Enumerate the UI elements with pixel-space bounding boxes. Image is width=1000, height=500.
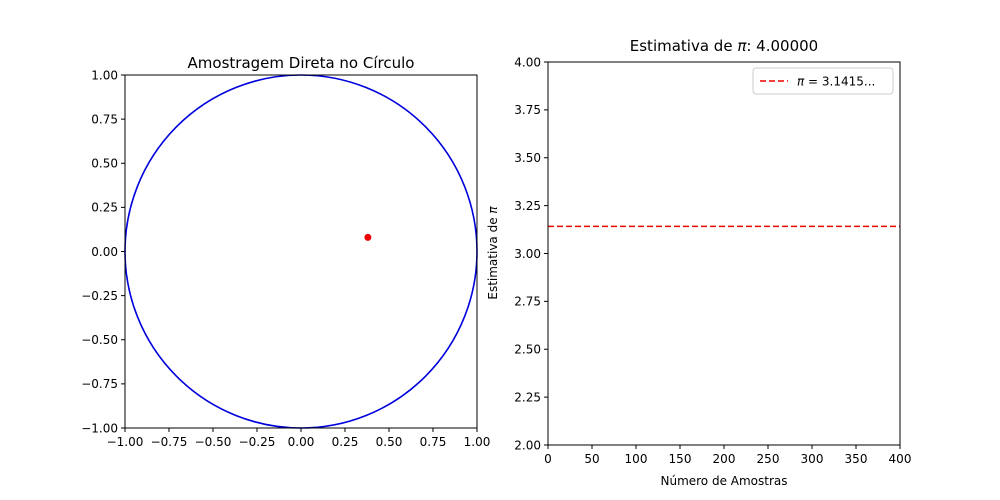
circle-plot-y-tick-label: 0.75 xyxy=(91,112,118,126)
pi-plot-x-tick-label: 100 xyxy=(625,452,648,466)
circle-plot-y-tick-label: 1.00 xyxy=(91,68,118,82)
pi-plot-y-tick-label: 4.00 xyxy=(514,55,541,69)
pi-plot-y-tick-label: 3.75 xyxy=(514,103,541,117)
circle-plot-x-ticks: −1.00 −0.75 −0.50 −0.25 0.00 0.25 0.50 0.75 1.00 xyxy=(107,428,491,449)
pi-plot-x-tick-label: 400 xyxy=(889,452,912,466)
legend-entry-symbol: π xyxy=(797,75,805,89)
pi-plot-x-tick-label: 250 xyxy=(757,452,780,466)
pi-plot-y-tick-label: 3.50 xyxy=(514,151,541,165)
circle-plot-y-tick-label: −1.00 xyxy=(81,421,118,435)
pi-plot-y-axis-label: Estimativa de π xyxy=(486,206,500,300)
pi-plot-y-axis-label-symbol: π xyxy=(486,206,500,214)
circle-plot-y-tick-label: −0.25 xyxy=(81,289,118,303)
circle-plot-x-tick-label: −1.00 xyxy=(107,435,144,449)
circle-plot-x-tick-label: 0.75 xyxy=(420,435,447,449)
circle-plot-y-ticks: −1.00 −0.75 −0.50 −0.25 0.00 0.25 0.50 0.75 1.00 xyxy=(81,68,125,435)
circle-sampling-plot: Amostragem Direta no Círculo −1.00 −0.75−… xyxy=(81,54,490,449)
pi-plot-x-tick-label: 50 xyxy=(584,452,599,466)
pi-plot-x-tick-label: 0 xyxy=(544,452,552,466)
circle-plot-x-tick-label: 0.25 xyxy=(332,435,359,449)
legend-box xyxy=(752,67,894,95)
pi-plot-x-ticks: 0 50 100 150 200 250 300 350 400 xyxy=(544,445,911,466)
pi-plot-title-suffix: : 4.00000 xyxy=(746,37,818,55)
circle-plot-x-tick-label: 0.00 xyxy=(288,435,315,449)
pi-estimate-plot: Estimativa de π: 4.00000 0 50 100 150 200 250… xyxy=(486,37,911,488)
pi-plot-x-axis-label: Número de Amostras xyxy=(660,474,787,488)
pi-plot-title-symbol: π xyxy=(737,37,747,55)
pi-plot-y-tick-label: 2.00 xyxy=(514,438,541,452)
pi-plot-y-tick-label: 2.75 xyxy=(514,295,541,309)
pi-plot-title-prefix: Estimativa de xyxy=(630,37,738,55)
pi-plot-y-ticks: 2.00 2.25 2.50 2.75 3.00 3.25 3.50 3.75 4.00 xyxy=(514,55,548,452)
circle-plot-x-tick-label: −0.50 xyxy=(195,435,232,449)
circle-plot-x-tick-label: −0.75 xyxy=(151,435,188,449)
pi-plot-x-tick-label: 350 xyxy=(845,452,868,466)
legend-entry-text: = 3.1415... xyxy=(804,75,875,89)
circle-plot-x-tick-label: 0.50 xyxy=(376,435,403,449)
sample-point xyxy=(364,233,372,241)
pi-plot-x-tick-label: 200 xyxy=(713,452,736,466)
circle-plot-y-tick-label: 0.25 xyxy=(91,201,118,215)
pi-plot-legend: π = 3.1415... xyxy=(752,67,894,95)
circle-plot-y-tick-label: 0.00 xyxy=(91,245,118,259)
pi-plot-y-tick-label: 3.00 xyxy=(514,247,541,261)
circle-plot-y-tick-label: 0.50 xyxy=(91,157,118,171)
circle-plot-y-tick-label: −0.75 xyxy=(81,377,118,391)
pi-plot-y-tick-label: 3.25 xyxy=(514,199,541,213)
circle-plot-x-tick-label: 1.00 xyxy=(464,435,491,449)
pi-plot-x-tick-label: 150 xyxy=(669,452,692,466)
circle-plot-x-tick-label: −0.25 xyxy=(239,435,276,449)
legend-entry-label: π = 3.1415... xyxy=(797,75,875,89)
circle-plot-title: Amostragem Direta no Círculo xyxy=(188,54,415,72)
pi-plot-frame xyxy=(547,61,901,446)
pi-plot-y-tick-label: 2.25 xyxy=(514,390,541,404)
pi-plot-y-tick-label: 2.50 xyxy=(514,343,541,357)
pi-plot-title: Estimativa de π: 4.00000 xyxy=(630,37,818,55)
circle-plot-frame xyxy=(124,74,478,429)
pi-plot-y-axis-label-prefix: Estimativa de xyxy=(486,214,500,300)
circle-plot-y-tick-label: −0.50 xyxy=(81,333,118,347)
pi-plot-x-tick-label: 300 xyxy=(801,452,824,466)
